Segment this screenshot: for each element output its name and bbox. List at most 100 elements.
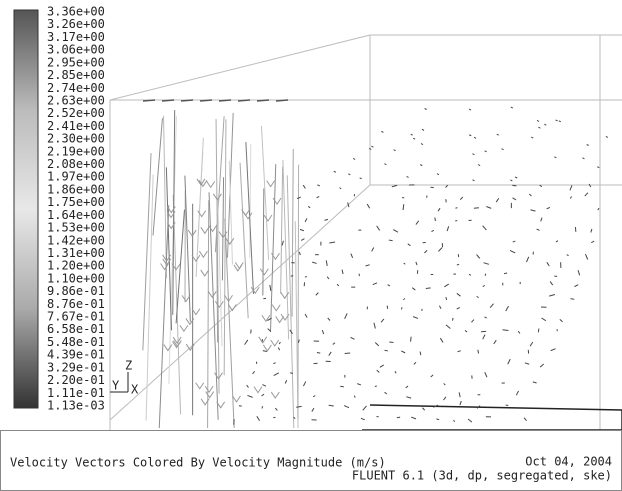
- vector-head: [218, 231, 228, 239]
- vector-head: [263, 214, 273, 222]
- vector: [446, 226, 450, 232]
- colorbar-label: 2.52e+00: [47, 106, 105, 120]
- vector: [326, 276, 330, 280]
- footer-title: Velocity Vectors Colored By Velocity Mag…: [10, 456, 386, 470]
- vector: [549, 294, 556, 297]
- vector: [529, 341, 534, 347]
- vector: [350, 253, 354, 259]
- vector: [302, 381, 307, 387]
- vector: [459, 400, 462, 406]
- vector: [286, 175, 295, 429]
- vector: [298, 251, 301, 256]
- vector: [559, 319, 563, 323]
- vector: [406, 396, 412, 399]
- vector: [524, 362, 530, 365]
- vector: [555, 119, 558, 122]
- vector: [142, 153, 152, 351]
- vector-head: [162, 254, 172, 262]
- vector: [247, 394, 253, 398]
- vector-head: [216, 401, 226, 409]
- colorbar-label: 1.86e+00: [47, 182, 105, 196]
- vector: [434, 217, 436, 222]
- vector: [380, 318, 385, 323]
- vector: [453, 419, 455, 423]
- vector-head: [166, 222, 176, 230]
- vector: [452, 317, 454, 321]
- vector-head: [204, 385, 214, 394]
- vector: [476, 405, 481, 409]
- vector: [387, 284, 391, 287]
- vector: [586, 144, 589, 146]
- colorbar-label: 2.08e+00: [47, 157, 105, 171]
- vector: [536, 228, 540, 231]
- colorbar-label: 1.64e+00: [47, 208, 105, 222]
- vector: [332, 342, 336, 345]
- vector: [554, 156, 557, 159]
- vector: [216, 224, 219, 343]
- vector-head: [200, 269, 210, 277]
- vector: [376, 369, 380, 373]
- colorbar-label: 2.30e+00: [47, 132, 105, 146]
- vector: [536, 119, 540, 122]
- vector: [267, 328, 272, 332]
- vector-head: [262, 344, 272, 352]
- vector-head: [191, 308, 201, 316]
- vector: [252, 371, 256, 375]
- vector: [544, 123, 547, 126]
- vector-head: [234, 262, 244, 270]
- vector: [566, 254, 569, 257]
- vector-head: [266, 180, 276, 188]
- vector: [412, 316, 419, 319]
- colorbar-label: 2.20e-01: [47, 373, 105, 387]
- vector: [328, 351, 332, 356]
- vector-head: [181, 295, 191, 303]
- vector-head: [195, 382, 205, 390]
- vector: [357, 383, 362, 386]
- vector: [350, 336, 355, 340]
- vector: [464, 330, 468, 333]
- colorbar-label: 2.41e+00: [47, 119, 105, 133]
- vector: [391, 184, 398, 188]
- colorbar-label: 9.86e-01: [47, 284, 105, 298]
- vector: [172, 194, 182, 415]
- vector-head: [250, 286, 260, 295]
- vector: [384, 163, 387, 166]
- vector: [538, 126, 541, 129]
- vector-head: [227, 304, 237, 312]
- vector: [503, 272, 508, 275]
- vector: [394, 371, 397, 374]
- vector: [515, 390, 519, 396]
- vector: [539, 184, 543, 188]
- vector: [412, 137, 416, 140]
- colorbar-label: 1.20e+00: [47, 259, 105, 273]
- vector: [221, 177, 225, 281]
- colorbar: [13, 9, 39, 409]
- vector: [311, 407, 315, 412]
- viewport: [0, 0, 622, 430]
- colorbar-label: 5.48e-01: [47, 335, 105, 349]
- vector-head: [225, 237, 235, 246]
- vector-head: [160, 263, 169, 271]
- vector: [296, 405, 302, 408]
- vector: [290, 275, 294, 277]
- vector: [597, 207, 600, 211]
- vector-head: [280, 292, 290, 300]
- vector: [425, 287, 431, 289]
- vector: [333, 170, 337, 173]
- vector-head: [275, 316, 285, 324]
- vector: [532, 381, 537, 384]
- vector: [290, 372, 294, 374]
- vector: [145, 174, 154, 421]
- vector: [424, 108, 427, 110]
- vector: [507, 358, 511, 365]
- vector: [163, 115, 167, 279]
- vector: [344, 313, 348, 320]
- colorbar-label: 2.85e+00: [47, 68, 105, 82]
- vector: [339, 187, 342, 190]
- vector: [269, 284, 272, 291]
- vector-head: [166, 206, 176, 214]
- vector: [300, 238, 305, 241]
- vector: [517, 330, 521, 334]
- vector-head: [243, 212, 253, 220]
- vector-head: [208, 225, 218, 233]
